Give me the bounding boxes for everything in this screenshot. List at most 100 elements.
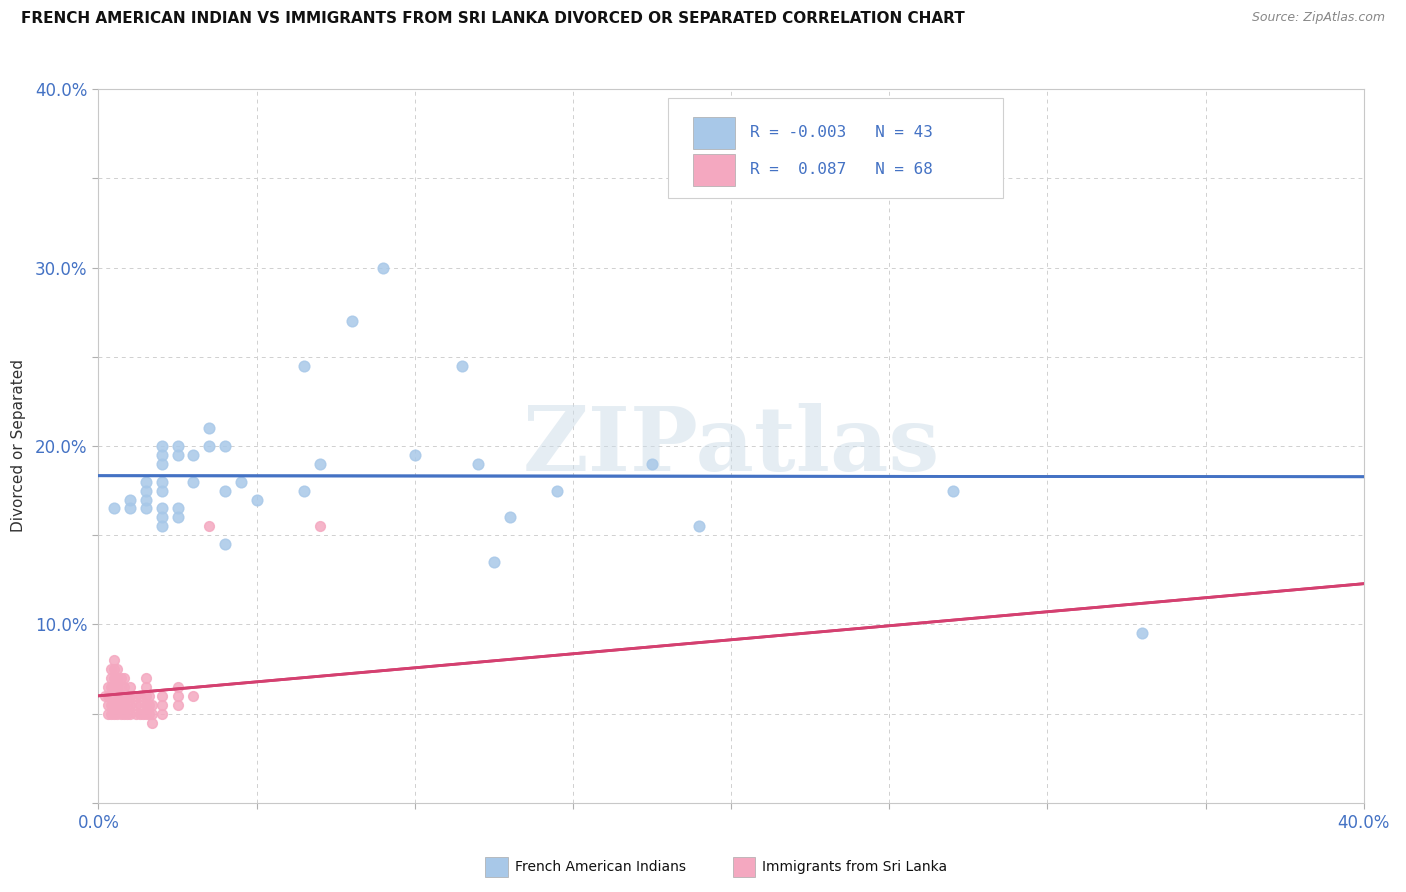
Point	[292, 483, 315, 498]
Point	[138, 698, 160, 712]
Point	[166, 448, 188, 462]
Point	[125, 698, 148, 712]
Point	[132, 706, 155, 721]
Point	[115, 706, 138, 721]
Point	[214, 537, 236, 551]
FancyBboxPatch shape	[733, 857, 755, 877]
Point	[103, 706, 125, 721]
Point	[100, 671, 122, 685]
Point	[150, 483, 173, 498]
Text: Immigrants from Sri Lanka: Immigrants from Sri Lanka	[762, 860, 948, 874]
Point	[688, 519, 710, 533]
Point	[309, 457, 332, 471]
Point	[100, 706, 122, 721]
Text: ZIPatlas: ZIPatlas	[523, 402, 939, 490]
Point	[150, 706, 173, 721]
Point	[135, 671, 157, 685]
Point	[93, 689, 117, 703]
Point	[100, 689, 122, 703]
Point	[246, 492, 269, 507]
Point	[150, 519, 173, 533]
Point	[150, 457, 173, 471]
Point	[150, 689, 173, 703]
Point	[107, 689, 129, 703]
Point	[166, 680, 188, 694]
Point	[1130, 626, 1153, 640]
Point	[482, 555, 505, 569]
Point	[166, 501, 188, 516]
Point	[107, 662, 129, 676]
Point	[229, 475, 252, 489]
FancyBboxPatch shape	[693, 117, 735, 149]
Point	[103, 680, 125, 694]
Point	[183, 689, 205, 703]
Point	[100, 680, 122, 694]
Point	[546, 483, 568, 498]
Point	[135, 689, 157, 703]
Point	[112, 706, 135, 721]
Point	[214, 483, 236, 498]
Point	[166, 439, 188, 453]
Point	[451, 359, 474, 373]
Point	[371, 260, 394, 275]
Point	[107, 671, 129, 685]
Point	[120, 689, 141, 703]
Point	[498, 510, 520, 524]
Point	[97, 689, 120, 703]
Point	[120, 680, 141, 694]
Point	[120, 698, 141, 712]
Text: French American Indians: French American Indians	[515, 860, 686, 874]
Point	[112, 689, 135, 703]
Point	[103, 671, 125, 685]
Text: Source: ZipAtlas.com: Source: ZipAtlas.com	[1251, 11, 1385, 24]
Point	[128, 706, 150, 721]
Point	[97, 706, 120, 721]
Point	[135, 501, 157, 516]
Point	[100, 662, 122, 676]
Point	[141, 715, 163, 730]
Point	[135, 706, 157, 721]
Point	[138, 706, 160, 721]
Point	[110, 680, 132, 694]
Point	[125, 706, 148, 721]
Point	[141, 706, 163, 721]
Point	[112, 671, 135, 685]
Point	[138, 689, 160, 703]
Point	[183, 475, 205, 489]
Y-axis label: Divorced or Separated: Divorced or Separated	[11, 359, 27, 533]
Point	[103, 653, 125, 667]
Point	[107, 698, 129, 712]
Point	[198, 519, 221, 533]
Point	[309, 519, 332, 533]
Point	[115, 698, 138, 712]
Point	[135, 483, 157, 498]
Point	[135, 475, 157, 489]
Point	[214, 439, 236, 453]
Point	[135, 492, 157, 507]
Point	[103, 689, 125, 703]
Text: FRENCH AMERICAN INDIAN VS IMMIGRANTS FROM SRI LANKA DIVORCED OR SEPARATED CORREL: FRENCH AMERICAN INDIAN VS IMMIGRANTS FRO…	[21, 11, 965, 26]
Point	[100, 698, 122, 712]
Point	[641, 457, 664, 471]
FancyBboxPatch shape	[668, 98, 1004, 198]
Point	[467, 457, 489, 471]
Point	[135, 680, 157, 694]
Point	[404, 448, 426, 462]
FancyBboxPatch shape	[485, 857, 508, 877]
Point	[340, 314, 363, 328]
Point	[141, 698, 163, 712]
Point	[150, 475, 173, 489]
Point	[120, 492, 141, 507]
Point	[97, 680, 120, 694]
Text: R =  0.087   N = 68: R = 0.087 N = 68	[751, 162, 934, 178]
Point	[107, 706, 129, 721]
Point	[150, 439, 173, 453]
Point	[110, 689, 132, 703]
Point	[120, 501, 141, 516]
Point	[112, 680, 135, 694]
Point	[97, 698, 120, 712]
Point	[166, 689, 188, 703]
Point	[128, 698, 150, 712]
Point	[166, 510, 188, 524]
FancyBboxPatch shape	[693, 153, 735, 186]
